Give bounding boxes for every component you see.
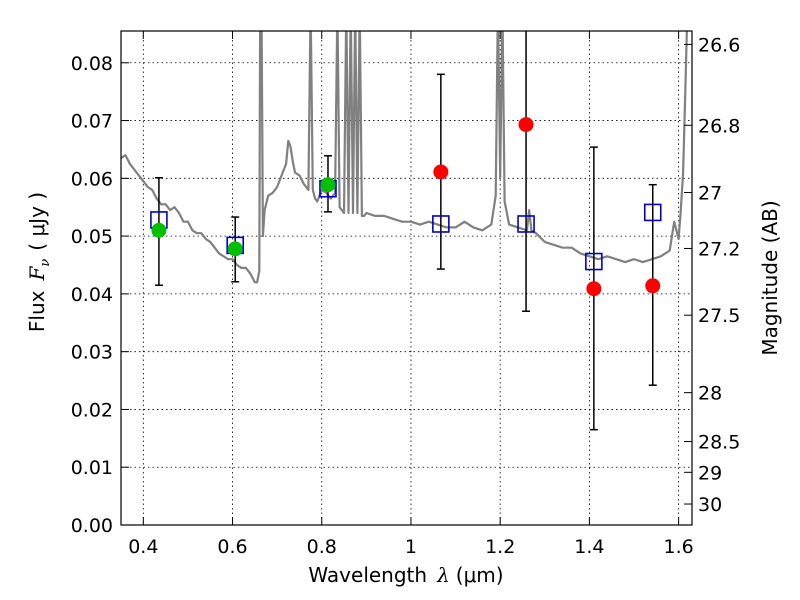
- y-tick-label: 0.08: [71, 53, 113, 75]
- plot-background: [121, 31, 692, 525]
- y-tick-label: 0.03: [71, 342, 113, 364]
- x-tick-label: 0.6: [217, 536, 247, 558]
- x-ticks: 0.4 0.6 0.8 1 1.2 1.4 1.6: [128, 31, 694, 558]
- model-point: [432, 215, 450, 233]
- x-tick-label: 1: [405, 536, 417, 558]
- y-tick-label: 0.00: [71, 515, 113, 537]
- magnitude-tick-label: 27.5: [698, 305, 740, 327]
- measurement-point: [518, 117, 534, 133]
- x-axis-label-text: Wavelength: [308, 563, 427, 587]
- magnitude-tick-label: 28.5: [698, 431, 740, 453]
- model-point: [585, 252, 603, 271]
- right-axis-label: Magnitude (AB): [758, 200, 782, 355]
- magnitude-tick-label: 26.6: [698, 34, 740, 56]
- measurement-point: [586, 281, 602, 297]
- magnitude-tick-label: 27.2: [698, 238, 740, 260]
- detection-point: [151, 222, 167, 238]
- grid-lines: [121, 31, 692, 525]
- sed-curve-group: [121, 31, 688, 284]
- magnitude-tick-label: 30: [698, 494, 722, 516]
- y-tick-label: 0.05: [71, 226, 113, 248]
- y-axis-label-unit: ( μJy ): [25, 192, 49, 251]
- y-axis-label: Flux Fν ( μJy ): [25, 192, 53, 332]
- detection-point: [227, 241, 243, 257]
- data-points-group: [150, 117, 662, 297]
- y-axis-label-text: Flux: [25, 290, 49, 332]
- sed-curve: [121, 31, 688, 284]
- y-tick-label: 0.01: [71, 457, 113, 479]
- x-tick-label: 1.4: [574, 536, 604, 558]
- y-ticks: 0.00 0.01 0.02 0.03 0.04 0.05 0.06 0.07 0.08: [71, 53, 129, 537]
- y-tick-label: 0.02: [71, 399, 113, 421]
- magnitude-tick-label: 28: [698, 383, 722, 405]
- y-tick-label: 0.06: [71, 168, 113, 190]
- x-axis-label-symbol: λ: [436, 563, 450, 587]
- detection-point: [320, 177, 336, 193]
- y-tick-label: 0.04: [71, 284, 113, 306]
- x-tick-label: 0.8: [307, 536, 337, 558]
- magnitude-tick-label: 26.8: [698, 115, 740, 137]
- magnitude-tick-label: 27: [698, 183, 722, 205]
- x-tick-label: 1.6: [664, 536, 694, 558]
- y-axis-label-symbol: F: [25, 266, 49, 282]
- x-axis-label-unit: (μm): [456, 563, 504, 587]
- magnitude-ticks: 26.6 26.8 27 27.2 27.5 28 28.5 29 30: [684, 34, 740, 516]
- magnitude-tick-label: 29: [698, 462, 722, 484]
- measurement-point: [433, 164, 449, 180]
- x-tick-label: 0.4: [128, 536, 158, 558]
- measurement-point: [645, 278, 661, 294]
- x-axis-label: Wavelength λ (μm): [308, 563, 503, 587]
- plot-frame: [120, 30, 693, 526]
- y-tick-label: 0.07: [71, 111, 113, 133]
- model-point: [643, 203, 662, 222]
- x-tick-label: 1.2: [485, 536, 515, 558]
- model-point: [517, 215, 535, 233]
- y-axis-label-subscript: ν: [38, 259, 53, 267]
